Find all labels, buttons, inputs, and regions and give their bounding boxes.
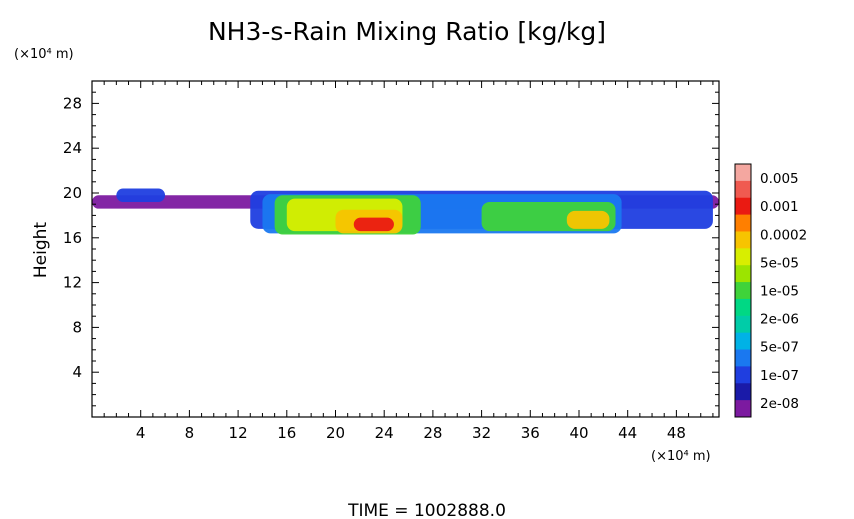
colorbar-swatch [735,315,751,334]
colorbar-label: 5e-05 [760,255,799,271]
y-tick-label: 16 [63,229,82,247]
colorbar: 0.005 0.001 0.0002 5e-05 1e-05 2e-06 5e-07 1e-0… [734,163,807,418]
colorbar-label: 5e-07 [760,340,799,356]
colorbar-label: 1e-05 [760,284,799,300]
x-tick-label: 40 [569,424,588,442]
x-tick-label: 48 [667,424,686,442]
colorbar-swatch [735,383,751,401]
chart-title: NH3-s-Rain Mixing Ratio [kg/kg] [208,17,606,46]
field-region-9 [566,210,610,229]
y-scale-label: (×10⁴ m) [14,47,74,62]
colorbar-label: 0.005 [760,171,799,187]
y-tick-label: 24 [63,139,82,157]
x-tick-label: 16 [277,424,296,442]
y-axis-label: Height [31,222,51,279]
x-tick-label: 20 [326,424,345,442]
colorbar-swatch [735,248,751,266]
colorbar-swatch [735,282,751,300]
x-axis: 4 8 12 16 20 24 28 32 36 40 44 48 [103,81,714,442]
colorbar-swatch [735,180,751,199]
x-tick-label: 4 [136,424,146,442]
colorbar-swatch [735,298,751,317]
x-tick-label: 32 [472,424,491,442]
y-tick-label: 12 [63,274,82,292]
field-region-7 [353,217,394,232]
colorbar-swatch [735,214,751,232]
y-axis: 4 8 12 16 20 24 28 [63,91,719,407]
y-tick-label: 4 [72,363,82,381]
x-tick-label: 44 [618,424,637,442]
x-tick-label: 36 [521,424,540,442]
time-label: TIME = 1002888.0 [347,501,506,519]
colorbar-swatch [735,366,751,384]
x-tick-label: 12 [229,424,248,442]
y-tick-label: 28 [63,94,82,112]
x-tick-label: 28 [423,424,442,442]
colorbar-label: 0.0002 [760,227,807,243]
field-region-1 [116,188,166,202]
colorbar-swatch [735,349,751,367]
colorbar-swatch [735,400,751,418]
y-tick-label: 20 [63,184,82,202]
colorbar-swatch [735,265,751,283]
colorbar-label: 0.001 [760,199,799,215]
plot-frame [91,80,720,418]
colorbar-label: 1e-07 [760,368,799,384]
heatmap-field [92,188,719,235]
x-tick-label: 8 [185,424,195,442]
colorbar-swatch [735,332,751,351]
colorbar-frame [734,163,752,418]
y-tick-label: 8 [72,318,82,336]
colorbar-swatch [735,164,751,182]
colorbar-label: 2e-08 [760,396,799,412]
x-scale-label: (×10⁴ m) [651,449,711,464]
colorbar-label: 2e-06 [760,312,799,328]
colorbar-swatch [735,197,751,216]
colorbar-swatch [735,231,751,249]
x-tick-label: 24 [375,424,394,442]
